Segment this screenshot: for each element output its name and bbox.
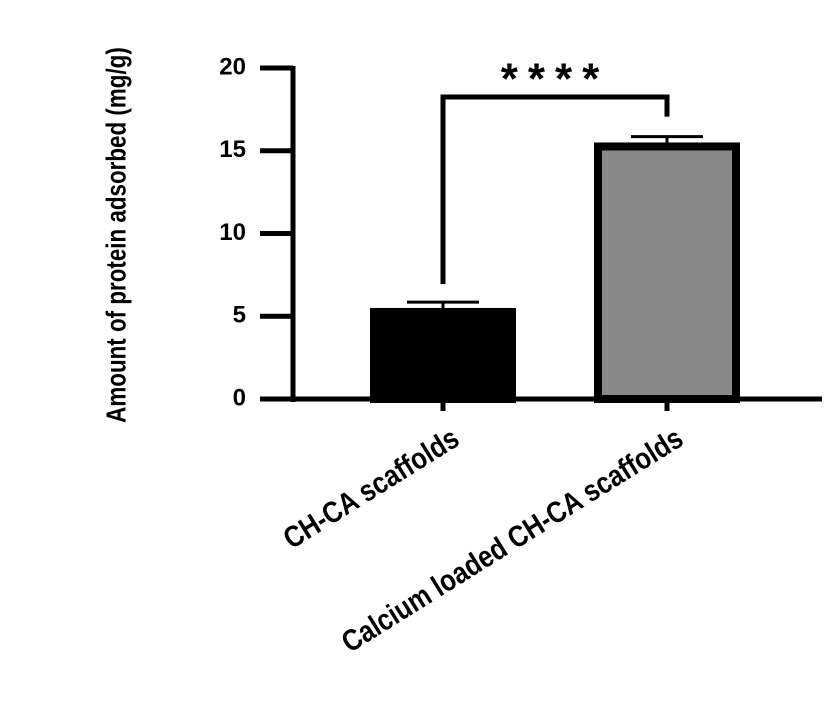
bar bbox=[370, 307, 516, 404]
x-tick-label: CH-CA scaffolds bbox=[277, 421, 464, 555]
y-tick-label: 0 bbox=[233, 384, 246, 411]
y-tick-label: 5 bbox=[233, 302, 246, 329]
y-axis-label: Amount of protein adsorbed (mg/g) bbox=[101, 47, 132, 423]
y-tick-label: 10 bbox=[219, 219, 246, 246]
error-bar bbox=[631, 135, 703, 143]
bar bbox=[594, 142, 740, 403]
y-tick-label: 20 bbox=[219, 53, 246, 80]
significance-label: **** bbox=[501, 55, 610, 104]
significance-bracket bbox=[440, 94, 670, 285]
error-bar bbox=[407, 300, 479, 308]
y-tick-label: 15 bbox=[219, 136, 246, 163]
